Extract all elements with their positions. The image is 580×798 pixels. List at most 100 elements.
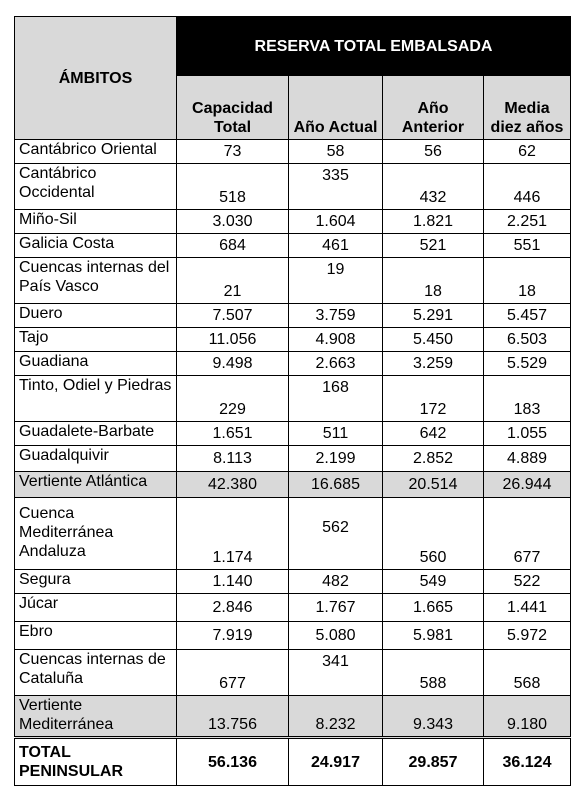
- ano-actual-cell: 562: [288, 497, 383, 570]
- ambito-name: Cuencas internas de Cataluña: [14, 649, 177, 696]
- ambito-name: Guadalquivir: [14, 445, 177, 472]
- ano-actual-cell: 168: [288, 375, 383, 422]
- ano-actual-cell: 335: [288, 163, 383, 210]
- table-row: Guadalete-Barbate 1.651 511 642 1.055: [14, 421, 572, 446]
- ano-actual-cell: 1.767: [288, 593, 383, 622]
- ano-actual-cell: 511: [288, 421, 383, 446]
- ambito-name: TOTAL PENINSULAR: [14, 736, 177, 786]
- capacidad-total-cell: 1.140: [176, 569, 289, 594]
- ano-anterior-cell: 56: [382, 139, 484, 164]
- ano-actual-cell: 4.908: [288, 327, 383, 352]
- ambito-name: Júcar: [14, 593, 177, 622]
- ano-anterior-cell: 549: [382, 569, 484, 594]
- reservoir-table: ÁMBITOS RESERVA TOTAL EMBALSADA Capacida…: [14, 16, 572, 786]
- ambito-name: Miño-Sil: [14, 209, 177, 234]
- table-row: Galicia Costa 684 461 521 551: [14, 233, 572, 258]
- media-diez-anos-cell: 36.124: [482, 736, 572, 786]
- capacidad-total-cell: 1.174: [176, 497, 289, 570]
- media-diez-anos-cell: 5.529: [482, 351, 572, 376]
- media-diez-anos-cell: 568: [482, 649, 572, 696]
- ambito-name: Cuenca Mediterránea Andaluza: [14, 497, 177, 570]
- ano-anterior-cell: 9.343: [382, 695, 484, 738]
- capacidad-total-cell: 73: [176, 139, 289, 164]
- table-row: Segura 1.140 482 549 522: [14, 569, 572, 594]
- ano-actual-cell: 19: [288, 257, 383, 304]
- reserva-header: RESERVA TOTAL EMBALSADA: [175, 16, 572, 76]
- ano-anterior-cell: 18: [382, 257, 484, 304]
- ambito-name: Segura: [14, 569, 177, 594]
- media-diez-anos-cell: 18: [482, 257, 572, 304]
- ano-actual-cell: 2.199: [288, 445, 383, 472]
- table-row: Ebro 7.919 5.080 5.981 5.972: [14, 621, 572, 650]
- ambito-name: Vertiente Atlántica: [14, 471, 177, 498]
- media-diez-anos-cell: 9.180: [482, 695, 572, 738]
- capacidad-total-cell: 7.507: [176, 303, 289, 328]
- media-diez-anos-cell: 522: [482, 569, 572, 594]
- capacidad-total-cell: 1.651: [176, 421, 289, 446]
- media-diez-anos-cell: 1.055: [482, 421, 572, 446]
- ano-anterior-cell: 2.852: [382, 445, 484, 472]
- ano-anterior-cell: 20.514: [382, 471, 484, 498]
- media-diez-anos-cell: 446: [482, 163, 572, 210]
- ano-anterior-cell: 432: [382, 163, 484, 210]
- capacidad-total-cell: 7.919: [176, 621, 289, 650]
- ano-anterior-cell: 5.981: [382, 621, 484, 650]
- media-diez-anos-cell: 6.503: [482, 327, 572, 352]
- capacidad-total-cell: 11.056: [176, 327, 289, 352]
- ano-actual-cell: 1.604: [288, 209, 383, 234]
- ano-actual-cell: 3.759: [288, 303, 383, 328]
- ambito-name: Tinto, Odiel y Piedras: [14, 375, 177, 422]
- capacidad-total-cell: 56.136: [176, 736, 289, 786]
- media-diez-anos-cell: 2.251: [482, 209, 572, 234]
- subtotal-row: Vertiente Atlántica 42.380 16.685 20.514 26.…: [14, 471, 572, 498]
- capacidad-total-cell: 21: [176, 257, 289, 304]
- media-diez-anos-cell: 183: [482, 375, 572, 422]
- capacidad-total-cell: 518: [176, 163, 289, 210]
- table-row: Cuencas internas del País Vasco 21 19 18 18: [14, 257, 572, 304]
- table-row: Guadiana 9.498 2.663 3.259 5.529: [14, 351, 572, 376]
- table-row: Tajo 11.056 4.908 5.450 6.503: [14, 327, 572, 352]
- media-diez-anos-cell: 62: [482, 139, 572, 164]
- ambito-name: Guadiana: [14, 351, 177, 376]
- table-row: Miño-Sil 3.030 1.604 1.821 2.251: [14, 209, 572, 234]
- ano-actual-cell: 16.685: [288, 471, 383, 498]
- capacidad-total-cell: 42.380: [176, 471, 289, 498]
- ano-anterior-cell: 5.291: [382, 303, 484, 328]
- ano-anterior-cell: 642: [382, 421, 484, 446]
- ambito-name: Galicia Costa: [14, 233, 177, 258]
- media-diez-anos-cell: 551: [482, 233, 572, 258]
- subtotal-row: Vertiente Mediterránea 13.756 8.232 9.343 9.…: [14, 695, 572, 738]
- media-diez-anos-cell: 5.457: [482, 303, 572, 328]
- col-capacidad-header: Capacidad Total: [176, 75, 289, 140]
- ano-anterior-cell: 588: [382, 649, 484, 696]
- ambitos-header: ÁMBITOS: [14, 16, 177, 140]
- capacidad-total-cell: 2.846: [176, 593, 289, 622]
- ano-actual-cell: 5.080: [288, 621, 383, 650]
- ano-anterior-cell: 3.259: [382, 351, 484, 376]
- ano-actual-cell: 2.663: [288, 351, 383, 376]
- table-body: Cantábrico Oriental 73 58 56 62 Cantábrico Oc…: [14, 139, 572, 786]
- table-row: Cuenca Mediterránea Andaluza 1.174 562 560 6…: [14, 497, 572, 570]
- ano-anterior-cell: 1.665: [382, 593, 484, 622]
- media-diez-anos-cell: 677: [482, 497, 572, 570]
- ano-anterior-cell: 560: [382, 497, 484, 570]
- table-row: Guadalquivir 8.113 2.199 2.852 4.889: [14, 445, 572, 472]
- table-row: Júcar 2.846 1.767 1.665 1.441: [14, 593, 572, 622]
- capacidad-total-cell: 13.756: [176, 695, 289, 738]
- capacidad-total-cell: 677: [176, 649, 289, 696]
- media-diez-anos-cell: 1.441: [482, 593, 572, 622]
- ano-anterior-cell: 29.857: [382, 736, 484, 786]
- ano-actual-cell: 8.232: [288, 695, 383, 738]
- ambito-name: Duero: [14, 303, 177, 328]
- ano-actual-cell: 461: [288, 233, 383, 258]
- table-row: Cuencas internas de Cataluña 677 341 588 568: [14, 649, 572, 696]
- ambito-name: Cantábrico Occidental: [14, 163, 177, 210]
- ano-anterior-cell: 5.450: [382, 327, 484, 352]
- capacidad-total-cell: 684: [176, 233, 289, 258]
- col-ano-anterior-header: Año Anterior: [382, 75, 484, 140]
- ambito-name: Cantábrico Oriental: [14, 139, 177, 164]
- media-diez-anos-cell: 26.944: [482, 471, 572, 498]
- media-diez-anos-cell: 5.972: [482, 621, 572, 650]
- ano-actual-cell: 24.917: [288, 736, 383, 786]
- capacidad-total-cell: 3.030: [176, 209, 289, 234]
